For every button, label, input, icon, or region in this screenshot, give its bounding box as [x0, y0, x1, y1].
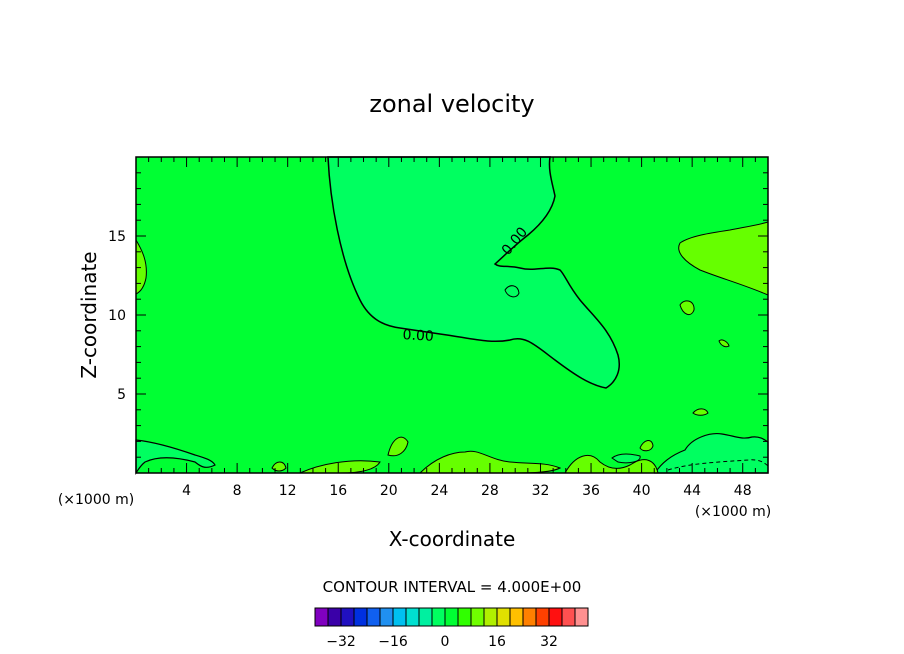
contour-interval-text: CONTOUR INTERVAL = 4.000E+00	[323, 578, 582, 596]
positive-region-bottom-1	[387, 436, 409, 457]
colorbar-cell	[561, 607, 576, 627]
x-tick-label: 44	[683, 483, 701, 499]
colorbar-cell	[548, 607, 563, 627]
colorbar-tick-label: 0	[441, 634, 450, 650]
x-tick-label: 28	[481, 483, 499, 499]
colorbar-cell	[431, 607, 446, 627]
colorbar-tick-label: −32	[326, 634, 356, 650]
negative-region-core	[327, 156, 620, 389]
x-axis-title: X-coordinate	[389, 527, 516, 551]
colorbar-cell	[340, 607, 355, 627]
colorbar-cell	[496, 607, 511, 627]
colorbar-cell	[522, 607, 537, 627]
x-tick-label: 24	[430, 483, 448, 499]
colorbar-cell	[535, 607, 550, 627]
plot-area: 0.00 0.00	[135, 156, 769, 475]
colorbar-tick-label: 32	[540, 634, 558, 650]
x-tick-label: 32	[532, 483, 550, 499]
colorbar-cell	[366, 607, 381, 627]
colorbar-cell	[509, 607, 524, 627]
colorbar: −32 −16 0 16 32	[314, 607, 589, 650]
positive-region-bottom-3	[418, 450, 562, 474]
colorbar-cell	[392, 607, 407, 627]
colorbar-cell	[483, 607, 498, 627]
x-tick-label: 4	[182, 483, 191, 499]
x-unit-right: (×1000 m)	[695, 504, 771, 520]
colorbar-tick-label: 16	[488, 634, 506, 650]
x-tick-label: 20	[380, 483, 398, 499]
x-tick-label: 16	[329, 483, 347, 499]
colorbar-cell	[444, 607, 459, 627]
negative-region-small	[504, 285, 520, 298]
colorbar-cell	[457, 607, 472, 627]
positive-region-bottom-4	[564, 454, 659, 474]
negative-region-bottom-left	[135, 439, 216, 475]
colorbar-cell	[327, 607, 342, 627]
x-tick-label: 12	[279, 483, 297, 499]
colorbar-cell	[470, 607, 485, 627]
y-tick-label: 15	[108, 229, 126, 245]
x-tick-label: 48	[734, 483, 752, 499]
colorbar-cell	[405, 607, 420, 627]
x-tick-label: 8	[233, 483, 242, 499]
y-tick-label: 5	[117, 387, 126, 403]
y-tick-label: 10	[108, 308, 126, 324]
x-unit-left: (×1000 m)	[58, 492, 134, 508]
positive-region-small-3	[692, 408, 709, 416]
colorbar-cell	[379, 607, 394, 627]
positive-region-right	[678, 221, 769, 296]
chart-title: zonal velocity	[369, 90, 534, 118]
colorbar-cell	[574, 607, 589, 627]
positive-region-small-2	[718, 339, 730, 348]
x-tick-label: 36	[582, 483, 600, 499]
positive-region-bottom-5	[639, 440, 654, 452]
colorbar-cell	[418, 607, 433, 627]
positive-region-bottom-6	[611, 453, 641, 464]
contour-label-1: 0.00	[402, 327, 434, 345]
negative-region-bottom-right	[653, 433, 769, 474]
positive-region-small-1	[679, 300, 695, 316]
colorbar-tick-label: −16	[378, 634, 408, 650]
y-axis-title: Z-coordinate	[77, 251, 101, 378]
negative-region-bottom-dashed	[667, 459, 769, 471]
colorbar-cell	[314, 607, 329, 627]
positive-region-left	[135, 238, 147, 295]
colorbar-cell	[353, 607, 368, 627]
x-tick-label: 40	[633, 483, 651, 499]
